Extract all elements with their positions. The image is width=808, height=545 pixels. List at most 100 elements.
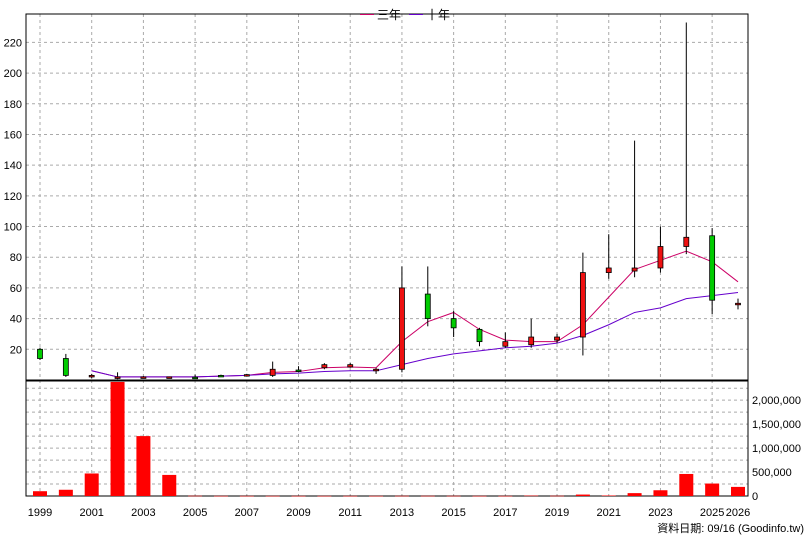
candle-body (321, 364, 328, 369)
candle-body (399, 287, 405, 370)
volume-bar (394, 495, 409, 497)
price-tick-label: 60 (10, 283, 22, 295)
x-tick-label: 2011 (338, 507, 362, 519)
volume-bar (58, 489, 73, 496)
volume-bar (705, 483, 720, 496)
x-tick-label: 2015 (441, 507, 465, 519)
x-tick-label: 1999 (28, 507, 52, 519)
legend-item-three-year: 三年 (360, 6, 401, 23)
candle-body (476, 328, 483, 343)
x-tick-label: 2005 (183, 507, 207, 519)
candle-body (450, 318, 457, 329)
x-tick-label: 2007 (235, 507, 259, 519)
x-tick-label: 2019 (545, 507, 569, 519)
price-tick-label: 200 (4, 68, 22, 80)
grid (26, 14, 748, 497)
price-tick-label: 40 (10, 314, 22, 326)
candle-body (88, 374, 95, 378)
candle-body (424, 293, 431, 320)
x-tick-label: 2023 (648, 507, 672, 519)
x-tick-label: 2017 (493, 507, 517, 519)
price-tick-label: 220 (4, 37, 22, 49)
volume-bar (136, 436, 151, 496)
legend-swatch-ten-year (409, 14, 424, 15)
volume-bar (653, 490, 668, 496)
legend-label-three-year: 三年 (377, 8, 402, 22)
candle-body (657, 246, 664, 269)
candle-body (579, 272, 586, 338)
candle-body (347, 364, 354, 368)
volume-bar (369, 495, 384, 497)
candle-body (140, 376, 147, 379)
volume-bar (731, 486, 745, 496)
volume-bar (498, 495, 513, 497)
volume-bar (213, 495, 228, 497)
volume-bar (627, 493, 642, 496)
volume-tick-label: 1,000,000 (752, 443, 801, 455)
volume-bar (524, 495, 539, 497)
volume-bar (550, 495, 565, 497)
volume-plot-frame (25, 380, 749, 497)
volume-bar (265, 495, 280, 497)
candle-body (502, 341, 509, 347)
volume-bar (575, 494, 590, 496)
volume-bar (317, 495, 332, 497)
x-tick-label: 2021 (596, 507, 620, 519)
volume-bar (291, 495, 306, 497)
volume-tick-label: 2,000,000 (752, 395, 801, 407)
price-tick-label: 80 (10, 252, 22, 264)
x-tick-label: 2009 (286, 507, 310, 519)
price-tick-label: 160 (4, 129, 22, 141)
volume-tick-label: 0 (752, 491, 758, 503)
volume-bar (33, 491, 47, 496)
candle-body (683, 236, 690, 247)
x-tick-label: 2025 (700, 507, 724, 519)
price-tick-label: 20 (10, 344, 22, 356)
ten-year-line (91, 292, 739, 378)
price-tick-label: 100 (4, 222, 22, 234)
candle-body (373, 368, 379, 372)
volume-tick-label: 1,500,000 (752, 419, 801, 431)
legend-swatch-three-year (360, 14, 374, 15)
candles (37, 22, 741, 380)
candle-body (37, 348, 43, 359)
x-tick-label: 2001 (79, 507, 103, 519)
moving-average-lines (91, 250, 739, 378)
candle-body (295, 369, 302, 372)
volume-bar (446, 495, 461, 497)
volume-bar (239, 495, 254, 497)
candle-body (709, 235, 716, 301)
axes (25, 13, 749, 497)
volume-bar (343, 495, 358, 497)
candle-body (554, 336, 560, 341)
candle-body (528, 336, 535, 346)
price-tick-label: 180 (4, 99, 22, 111)
legend: 三年 十年 (360, 6, 450, 23)
data-date-footer: 資料日期: 09/16 (Goodinfo.tw) (657, 523, 804, 535)
candle-body (62, 358, 69, 376)
volume-bar (601, 495, 616, 497)
volume-bar (188, 495, 203, 497)
candle-body (243, 374, 250, 377)
candle-body (114, 376, 121, 379)
volume-tick-label: 500,000 (752, 467, 792, 479)
volume-bar (472, 495, 487, 497)
legend-item-ten-year: 十年 (409, 6, 450, 23)
volume-bar (110, 381, 125, 496)
candle-body (735, 302, 741, 306)
volume-bars (33, 381, 745, 497)
price-tick-label: 120 (4, 191, 22, 203)
price-plot-frame (25, 13, 749, 381)
price-tick-label: 140 (4, 160, 22, 172)
volume-bar (162, 474, 177, 496)
three-year-line (91, 250, 739, 378)
volume-bar (679, 473, 694, 496)
volume-bar (84, 473, 99, 496)
tick-labels: 20 40 60 80 100 120 140 160 180 200 220 0 500,000 1,0… (4, 37, 801, 519)
candle-body (192, 376, 199, 380)
legend-label-ten-year: 十年 (426, 8, 451, 22)
candle-body (631, 267, 638, 272)
volume-bar (420, 495, 435, 497)
